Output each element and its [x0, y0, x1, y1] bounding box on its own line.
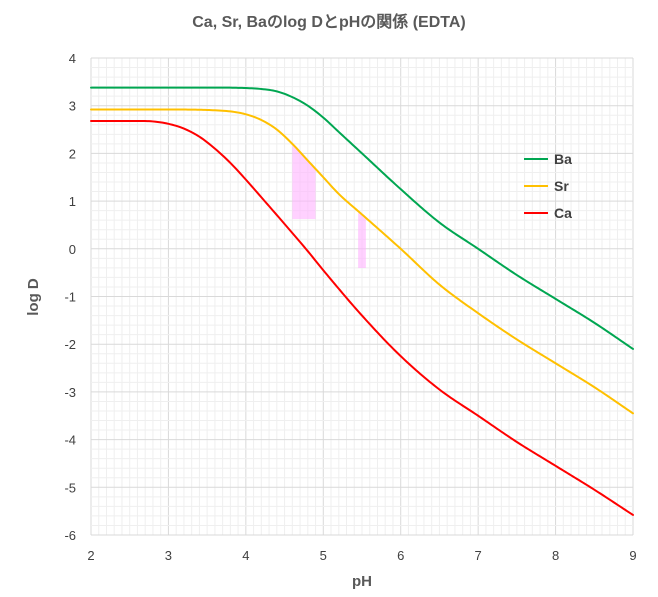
- series-line-ba: [90, 86, 634, 350]
- y-tick-labels: 4 3 2 1 0 -1 -2 -3 -4 -5 -6: [64, 51, 76, 543]
- x-tick-label: 4: [242, 548, 249, 563]
- chart-title: Ca, Sr, Baのlog DとpHの関係 (EDTA): [192, 12, 466, 31]
- y-tick-label: 2: [69, 146, 76, 161]
- x-tick-label: 9: [629, 548, 636, 563]
- legend-label-ca: Ca: [554, 205, 572, 221]
- x-axis-label: pH: [352, 573, 372, 590]
- y-tick-label: 4: [69, 51, 76, 66]
- y-tick-label: -2: [64, 337, 76, 352]
- legend-label-ba: Ba: [554, 151, 572, 167]
- y-tick-label: 1: [69, 194, 76, 209]
- grid: [90, 57, 634, 536]
- highlight-region: [358, 211, 366, 268]
- x-tick-label: 5: [320, 548, 327, 563]
- y-tick-label: -6: [64, 528, 76, 543]
- y-axis-label: log D: [25, 278, 42, 316]
- y-tick-label: -3: [64, 385, 76, 400]
- x-tick-label: 2: [87, 548, 94, 563]
- y-tick-label: -1: [64, 290, 76, 305]
- series-lines: [90, 86, 634, 516]
- x-tick-labels: 2 3 4 5 6 7 8 9: [87, 548, 636, 563]
- x-tick-label: 7: [475, 548, 482, 563]
- legend-label-sr: Sr: [554, 178, 569, 194]
- legend: Ba Sr Ca: [524, 151, 572, 221]
- x-tick-label: 6: [397, 548, 404, 563]
- y-tick-label: -5: [64, 480, 76, 495]
- series-line-ca: [90, 119, 634, 516]
- series-line-sr: [90, 108, 634, 415]
- x-tick-label: 8: [552, 548, 559, 563]
- y-tick-label: 0: [69, 242, 76, 257]
- x-tick-label: 3: [165, 548, 172, 563]
- y-tick-label: 3: [69, 99, 76, 114]
- y-tick-label: -4: [64, 433, 76, 448]
